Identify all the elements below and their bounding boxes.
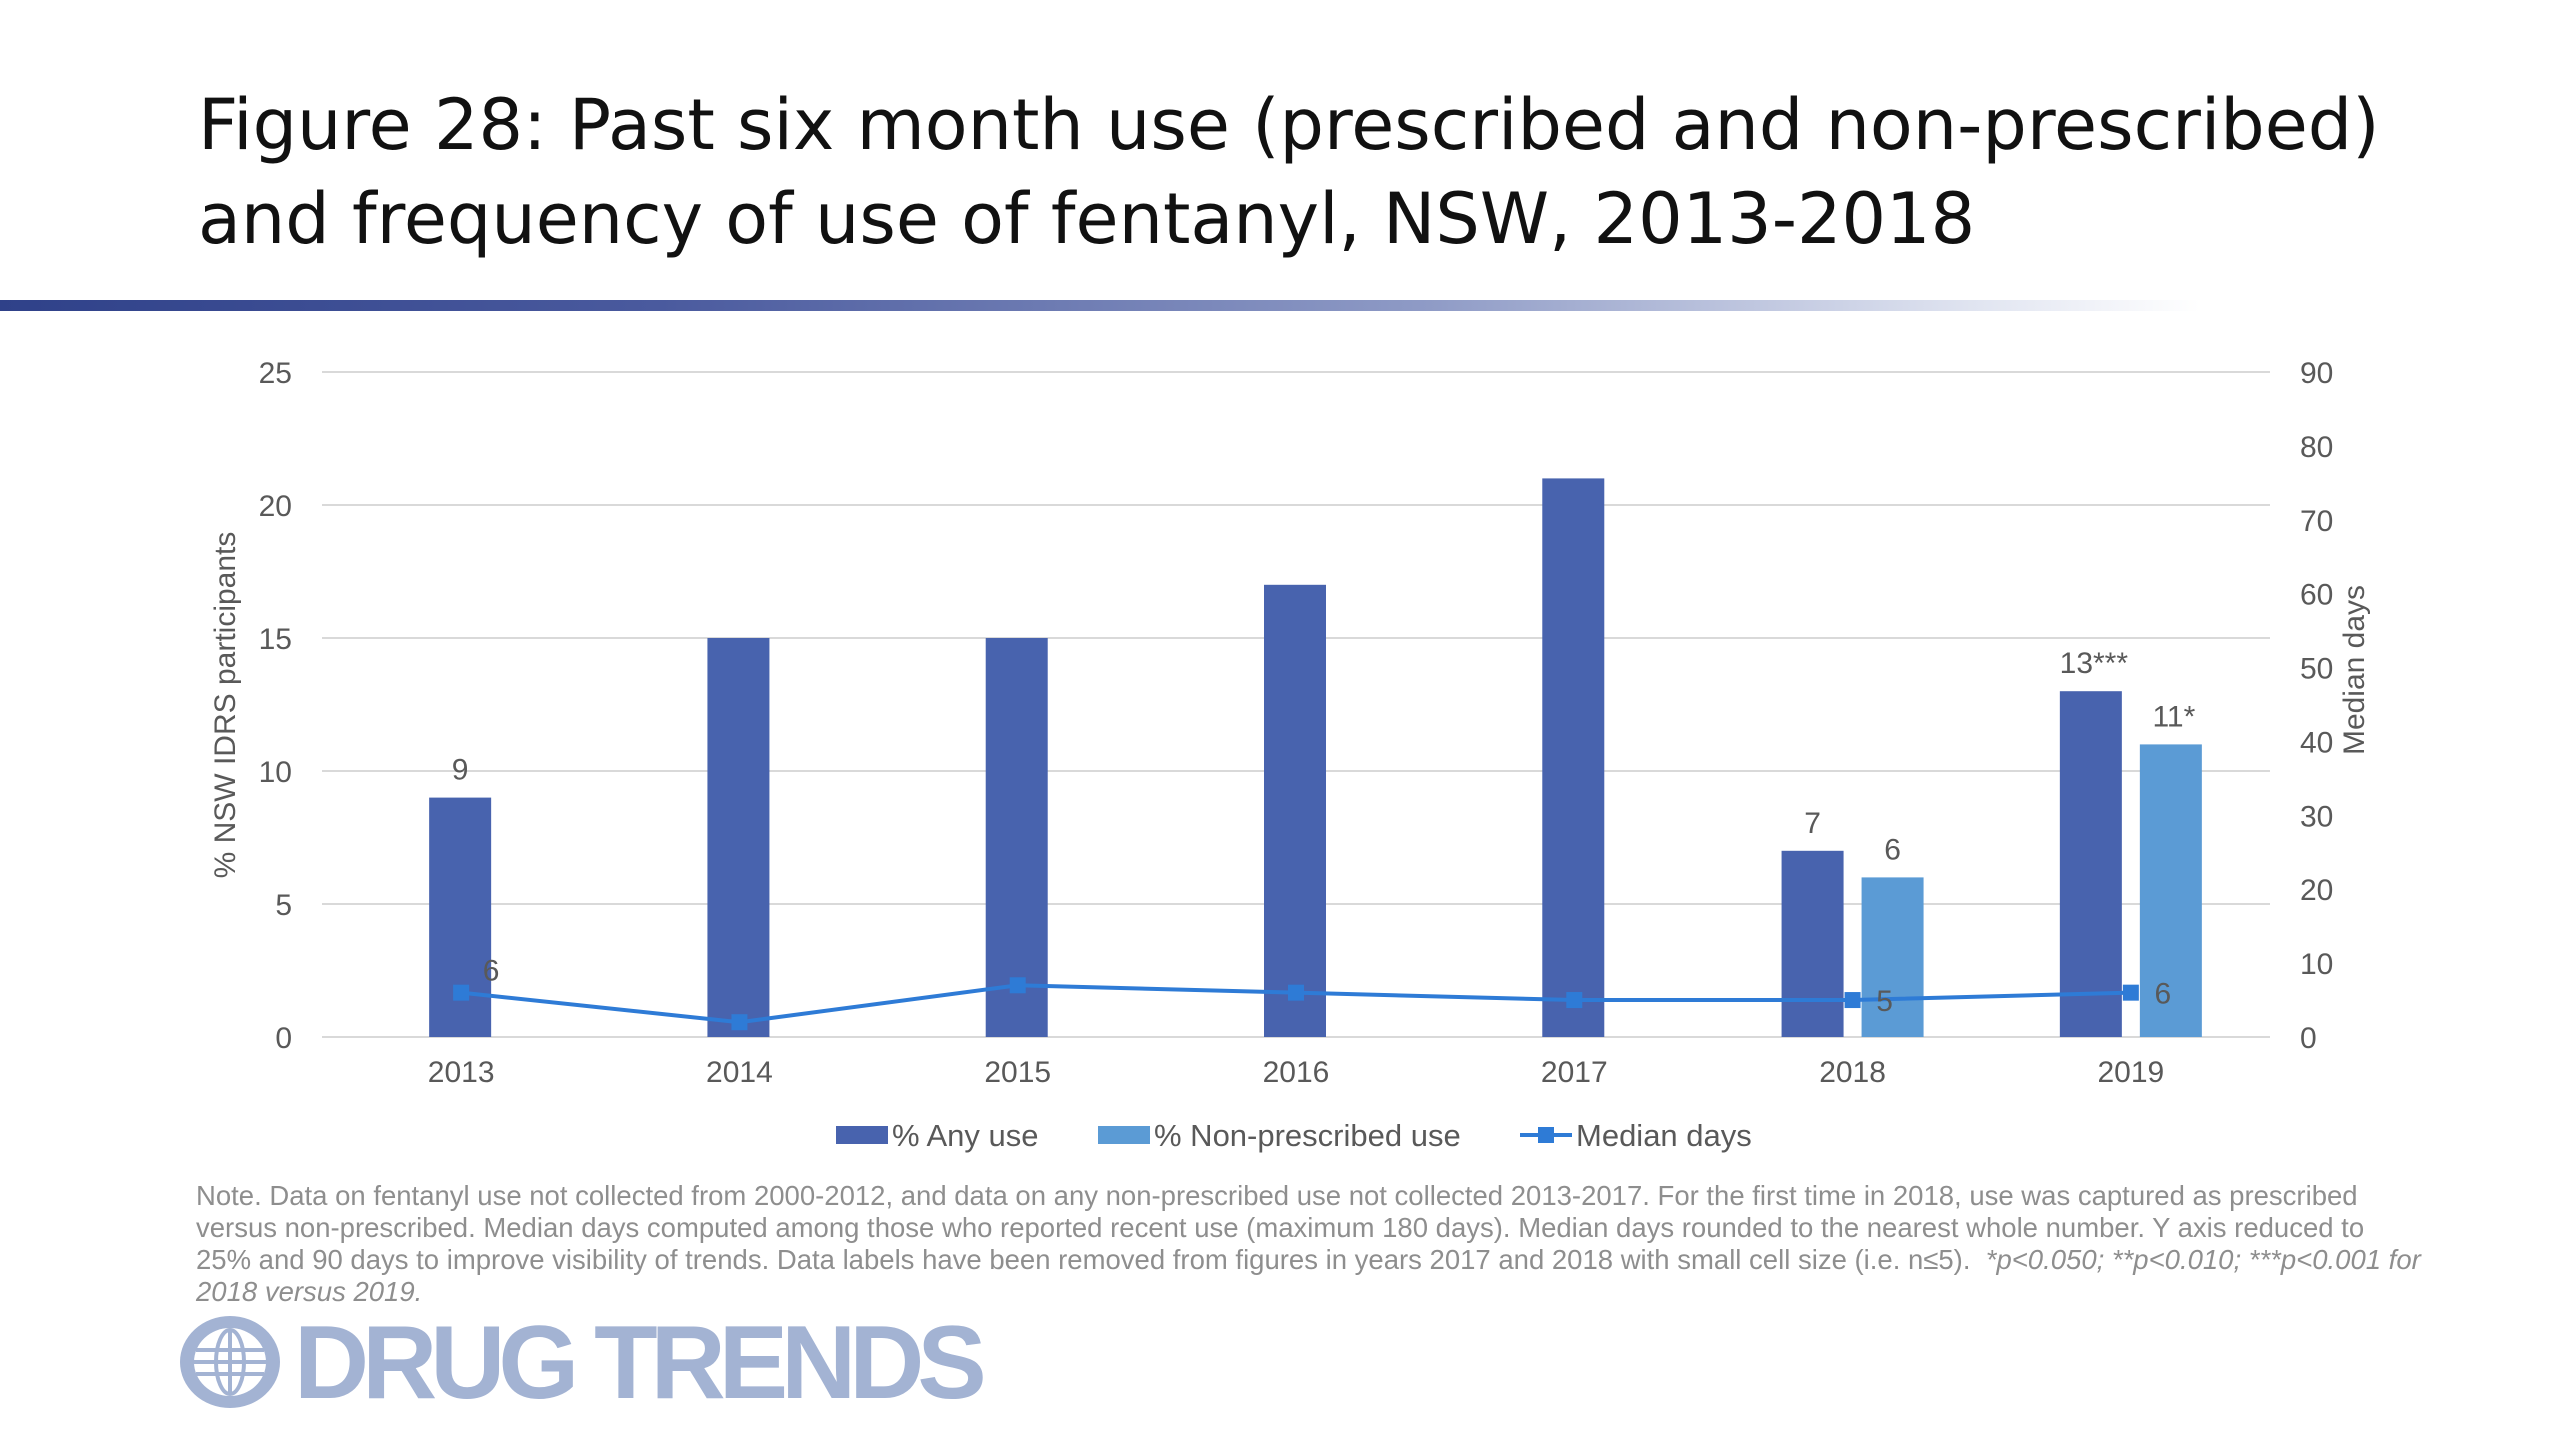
median-days-marker xyxy=(453,984,470,1001)
bar-2015 xyxy=(985,638,1048,1037)
legend-label: Median days xyxy=(1576,1118,1752,1153)
bar-2018 xyxy=(1861,877,1924,1037)
bar-2018 xyxy=(1781,850,1844,1037)
y-tick-label: 20 xyxy=(259,490,292,523)
y2-axis-title: Median days xyxy=(2338,585,2371,755)
slide-title-line-1: Figure 28: Past six month use (prescribe… xyxy=(198,84,2380,166)
median-days-marker xyxy=(1288,984,1304,1001)
legend-swatch-marker xyxy=(1538,1127,1554,1143)
x-tick-label: 2014 xyxy=(706,1056,773,1089)
legend-label: % Non-prescribed use xyxy=(1154,1118,1461,1153)
slide-title: Figure 28: Past six month use (prescribe… xyxy=(198,78,2458,266)
chart-note: Note. Data on fentanyl use not collected… xyxy=(196,1180,2426,1308)
y2-tick-label: 70 xyxy=(2300,505,2333,538)
median-days-marker xyxy=(1844,992,1861,1009)
y2-tick-label: 50 xyxy=(2300,653,2333,686)
title-divider xyxy=(0,300,2200,311)
bar-data-label: 11* xyxy=(2152,700,2195,733)
median-days-marker xyxy=(1009,977,1026,994)
bar-data-label: 7 xyxy=(1804,807,1821,840)
bar-data-label: 13*** xyxy=(2060,647,2129,680)
bar-2013 xyxy=(429,797,492,1037)
legend-swatch xyxy=(1098,1126,1150,1144)
y2-tick-label: 80 xyxy=(2300,431,2333,464)
line-data-label: 5 xyxy=(1876,985,1893,1018)
y-axis-title: % NSW IDRS participants xyxy=(209,532,242,879)
bar-2019 xyxy=(2059,691,2122,1037)
y-tick-label: 5 xyxy=(275,889,292,922)
x-tick-label: 2019 xyxy=(2097,1056,2164,1089)
bar-2014 xyxy=(707,638,770,1037)
y2-tick-label: 90 xyxy=(2300,357,2333,390)
median-days-marker xyxy=(731,1014,748,1031)
note-text: Note. Data on fentanyl use not collected… xyxy=(196,1180,2365,1275)
note-pvalues: *p<0.050; **p<0.010; ***p<0.001 for 2018… xyxy=(196,1244,2421,1307)
line-data-label: 6 xyxy=(2155,978,2172,1011)
fentanyl-use-chart: 0 5 10 15 20 25 0 10 20 30 40 50 60 70 80 90 % NSW IDRS … xyxy=(209,357,2371,1153)
x-tick-label: 2016 xyxy=(1263,1056,1330,1089)
slide-title-line-2: and frequency of use of fentanyl, NSW, 2… xyxy=(198,178,1976,260)
legend-swatch xyxy=(836,1126,888,1144)
bar-2019 xyxy=(2139,744,2202,1037)
x-tick-label: 2018 xyxy=(1819,1056,1886,1089)
legend-label: % Any use xyxy=(892,1118,1038,1153)
y2-tick-label: 10 xyxy=(2300,948,2333,981)
logo-text: DRUG TRENDS xyxy=(294,1305,987,1421)
x-tick-label: 2015 xyxy=(984,1056,1051,1089)
x-tick-label: 2017 xyxy=(1541,1056,1608,1089)
line-data-label: 6 xyxy=(483,955,500,988)
y-tick-label: 25 xyxy=(259,357,292,390)
bar-data-label: 9 xyxy=(452,754,469,787)
median-days-marker xyxy=(1566,992,1583,1009)
drug-trends-logo: DRUG TRENDS xyxy=(176,1308,1016,1418)
y-tick-label: 10 xyxy=(259,756,292,789)
y2-tick-label: 60 xyxy=(2300,579,2333,612)
y-tick-label: 0 xyxy=(275,1022,292,1055)
bar-2017 xyxy=(1542,478,1605,1037)
median-days-marker xyxy=(2122,984,2139,1001)
y2-tick-label: 40 xyxy=(2300,726,2333,759)
y-tick-label: 15 xyxy=(259,623,292,656)
y2-tick-label: 30 xyxy=(2300,800,2333,833)
y2-tick-label: 0 xyxy=(2300,1022,2317,1055)
bar-data-label: 6 xyxy=(1884,833,1901,866)
bar-2016 xyxy=(1264,584,1326,1037)
globe-icon xyxy=(180,1316,280,1408)
y2-tick-label: 20 xyxy=(2300,874,2333,907)
x-tick-label: 2013 xyxy=(428,1056,495,1089)
